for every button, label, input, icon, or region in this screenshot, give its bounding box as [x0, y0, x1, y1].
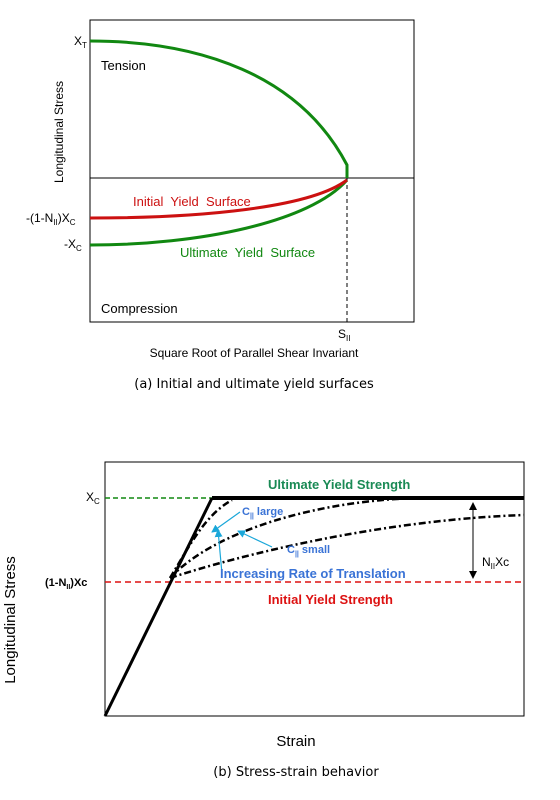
- top-panel: Longitudinal Stress Square Root of Paral…: [26, 19, 415, 392]
- tick-neg-xc: -XC: [64, 237, 82, 253]
- c-small-arrow: [237, 530, 273, 548]
- initial-yield-strength-label: Initial Yield Strength: [268, 592, 393, 607]
- top-plot-frame: [89, 19, 415, 323]
- hardening-curve-small: [169, 513, 525, 580]
- elastic-loading-line: [103, 497, 214, 717]
- dimension-label: NIIXc: [482, 555, 509, 571]
- top-x-axis-label: Square Root of Parallel Shear Invariant: [150, 346, 359, 360]
- initial-yield-surface: [89, 178, 348, 220]
- hardening-curve-large: [168, 498, 233, 579]
- bottom-x-axis-label: Strain: [276, 733, 315, 750]
- hardening-curve-medium: [169, 496, 421, 579]
- bottom-panel: Longitudinal Stress Strain XC (1-NII)Xc …: [2, 461, 525, 780]
- region-compression-label: Compression: [101, 301, 178, 316]
- tick-initial-bottom: (1-NII)Xc: [45, 577, 87, 591]
- caption-b: (b) Stress-strain behavior: [213, 765, 379, 780]
- bottom-plot-frame: [104, 461, 525, 717]
- region-tension-label: Tension: [101, 58, 146, 73]
- c-large-label: C|| large: [242, 506, 283, 520]
- tick-xt: XT: [74, 34, 87, 50]
- ultimate-yield-surface-compression: [89, 179, 349, 247]
- ultimate-yield-surface-label: Ultimate Yield Surface: [180, 245, 315, 260]
- rate-arrow: [214, 529, 223, 575]
- tick-initial-yield: -(1-NII)XC: [26, 211, 76, 227]
- ultimate-yield-surface-tension: [89, 39, 349, 178]
- c-small-label: C|| small: [287, 544, 330, 558]
- bottom-y-axis-label: Longitudinal Stress: [2, 556, 19, 684]
- tick-xc-bottom: XC: [86, 490, 100, 506]
- caption-a: (a) Initial and ultimate yield surfaces: [134, 377, 374, 392]
- tick-sii: SII: [338, 327, 350, 343]
- top-y-axis-label: Longitudinal Stress: [52, 81, 66, 183]
- ultimate-yield-strength-label: Ultimate Yield Strength: [268, 477, 410, 492]
- c-large-arrow: [211, 511, 241, 533]
- rate-label: Increasing Rate of Translation: [220, 566, 406, 581]
- initial-yield-surface-label: Initial Yield Surface: [133, 194, 251, 209]
